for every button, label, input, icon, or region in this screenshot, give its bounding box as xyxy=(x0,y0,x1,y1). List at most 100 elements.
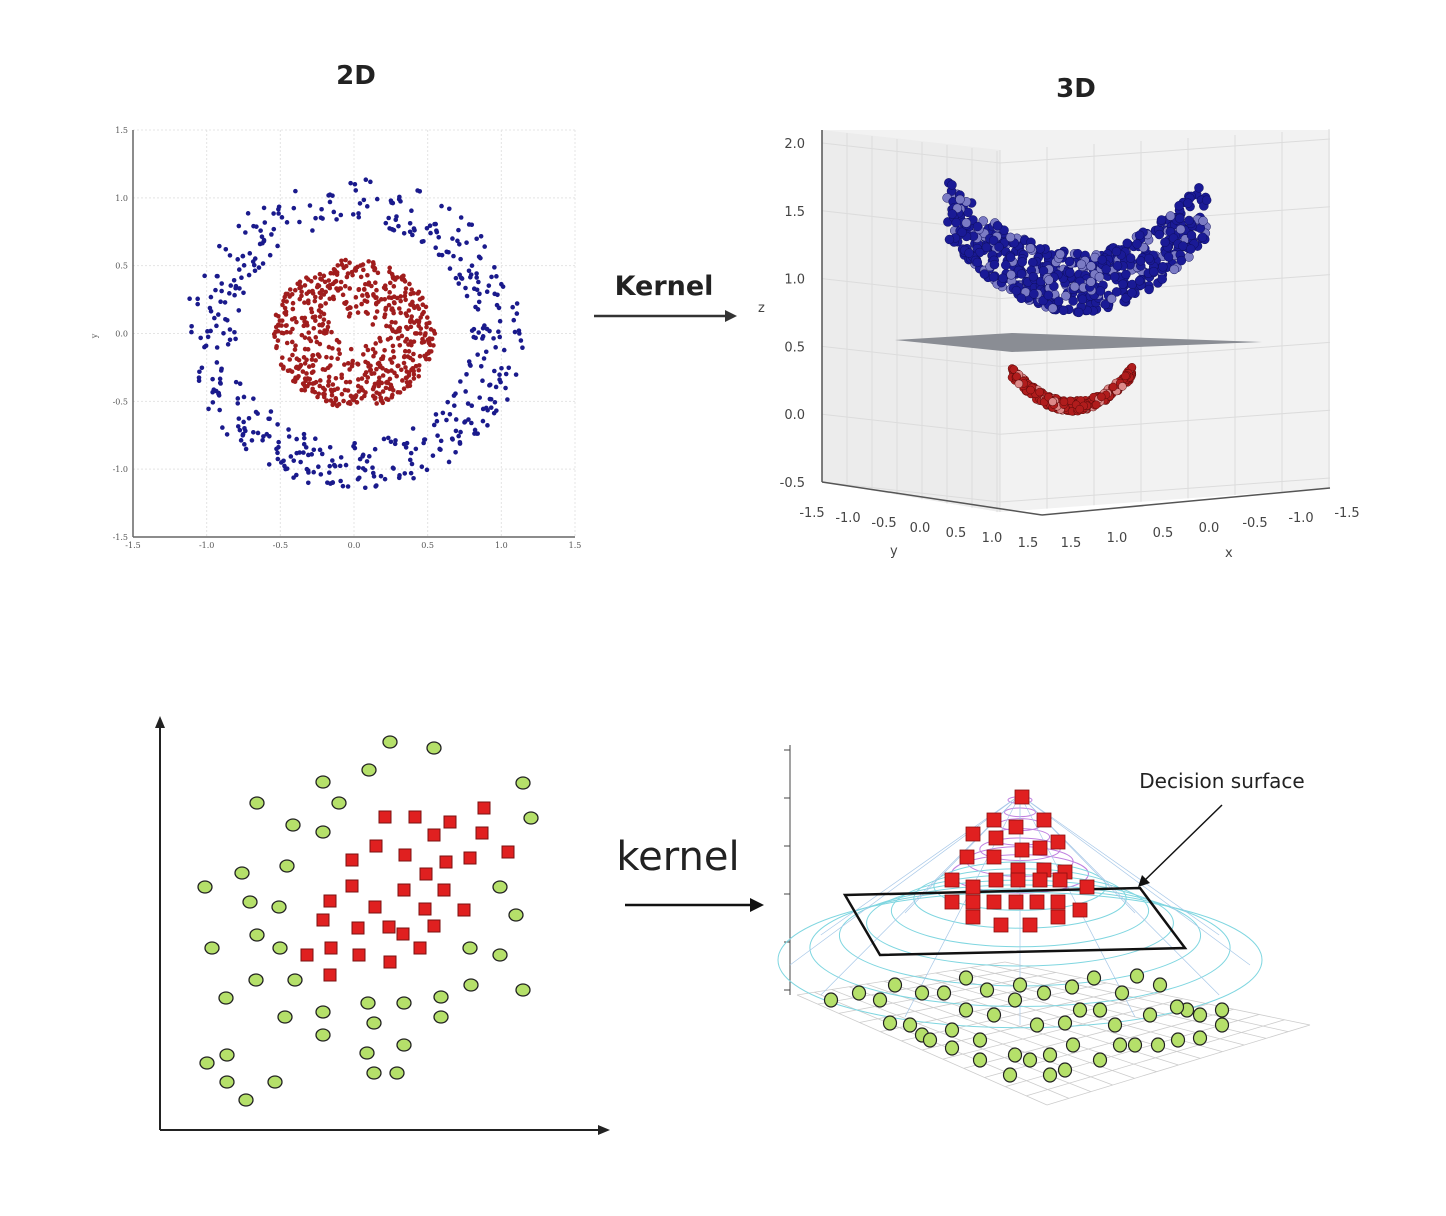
outer-class-point xyxy=(396,223,401,229)
outer-class-point xyxy=(294,436,299,442)
inner-class-point xyxy=(345,271,351,276)
inner-class-point xyxy=(372,266,378,271)
outer-class-point xyxy=(477,291,482,297)
inner-class-point xyxy=(345,400,351,406)
inner-class-point xyxy=(342,300,347,306)
inner-class-point xyxy=(343,379,349,385)
outer-class-point xyxy=(493,384,499,390)
outer-class-point xyxy=(196,375,202,380)
z-tick-label: 1.0 xyxy=(784,273,805,288)
outer-class-point xyxy=(393,217,399,223)
outer-class-point xyxy=(381,436,387,442)
y-tick-label-3d: -1.0 xyxy=(835,511,860,526)
inner-class-point xyxy=(317,341,323,347)
inner-class-point xyxy=(394,329,400,334)
outer-class-point xyxy=(310,228,315,233)
outer-class-point xyxy=(301,450,306,455)
inner-class-point xyxy=(401,386,407,392)
inner-class-point xyxy=(389,360,395,365)
inner-class-point xyxy=(331,296,337,302)
red-square-point xyxy=(324,941,338,955)
inner-class-point xyxy=(290,326,295,332)
inner-class-point xyxy=(295,375,300,381)
outer-class-point xyxy=(235,257,241,262)
outer-class-point xyxy=(455,238,460,244)
inner-class-point xyxy=(302,335,308,340)
inner-class-point xyxy=(310,362,316,368)
inner-class-point xyxy=(366,259,371,264)
outer-class-point xyxy=(407,221,413,226)
inner-class-point xyxy=(317,329,323,335)
green-circle-point xyxy=(523,811,539,825)
outer-class-point xyxy=(214,345,220,350)
inner-class-point xyxy=(279,323,284,328)
outer-class-point xyxy=(378,473,384,479)
title-3d: 3D xyxy=(1056,74,1096,104)
outer-class-point xyxy=(444,417,449,423)
arrow-icon-bottom xyxy=(625,898,764,912)
outer-class-point xyxy=(451,253,456,259)
green-circle-point xyxy=(1064,979,1080,995)
inner-class-point xyxy=(304,291,310,296)
outer-class-point xyxy=(462,420,467,425)
green-circle-point xyxy=(360,996,376,1010)
inner-class-point xyxy=(372,381,378,387)
outer-class-point xyxy=(364,459,370,464)
projected-outer-point xyxy=(1174,200,1184,211)
inner-class-point xyxy=(312,389,318,395)
green-circle-point xyxy=(199,1056,215,1070)
y-axis-label-3d: y xyxy=(890,544,898,559)
outer-class-point xyxy=(446,459,452,465)
outer-class-point xyxy=(456,227,461,233)
inner-class-point xyxy=(399,333,405,339)
green-circle-point xyxy=(972,1032,988,1048)
outer-class-point xyxy=(438,447,443,452)
outer-class-point xyxy=(340,483,346,489)
outer-class-point xyxy=(427,223,433,229)
green-circle-point xyxy=(1065,1037,1081,1053)
outer-class-point xyxy=(408,450,414,456)
inner-class-point xyxy=(374,401,379,406)
outer-class-point xyxy=(458,275,464,281)
outer-class-point xyxy=(311,469,316,475)
outer-class-point xyxy=(291,458,297,463)
outer-class-point xyxy=(403,445,409,450)
outer-class-point xyxy=(464,372,469,377)
outer-class-point xyxy=(451,403,457,408)
outer-class-point xyxy=(366,454,372,459)
outer-class-point xyxy=(477,395,482,400)
outer-class-point xyxy=(439,252,445,258)
inner-class-point xyxy=(311,326,317,331)
inner-class-point xyxy=(395,295,400,301)
projected-outer-point xyxy=(1122,238,1132,249)
outer-class-point xyxy=(435,433,440,438)
projected-outer-point xyxy=(1198,216,1208,226)
inner-class-point xyxy=(389,271,395,277)
outer-class-point xyxy=(219,288,224,294)
projected-outer-point xyxy=(1197,232,1208,243)
inner-class-point xyxy=(325,383,331,388)
inner-class-point xyxy=(383,368,389,373)
outer-class-point xyxy=(227,337,233,343)
inner-class-point xyxy=(376,375,382,381)
plot-3d: 2.0 1.5 1.0 0.5 0.0 -0.5 -1.5 -1.0 -0.5 0.0 0.5 1.0… xyxy=(758,129,1360,561)
projected-outer-point xyxy=(1175,224,1186,235)
outer-class-point xyxy=(410,426,416,431)
projected-inner-point xyxy=(1108,382,1118,392)
projected-outer-point xyxy=(1073,307,1084,318)
red-square-point xyxy=(351,921,365,935)
x-tick-label: 0.5 xyxy=(421,541,434,550)
inner-class-point xyxy=(306,300,311,306)
outer-class-point xyxy=(291,205,297,211)
outer-class-point xyxy=(492,400,498,405)
projected-outer-point xyxy=(1169,264,1179,275)
outer-class-point xyxy=(282,463,287,469)
green-circle-point xyxy=(508,908,524,922)
outer-class-point xyxy=(281,458,286,464)
outer-class-point xyxy=(457,441,463,446)
outer-class-point xyxy=(298,459,303,465)
outer-class-point xyxy=(371,474,377,479)
inner-class-point xyxy=(329,329,334,335)
outer-class-point xyxy=(236,308,242,313)
outer-class-point xyxy=(235,424,241,429)
